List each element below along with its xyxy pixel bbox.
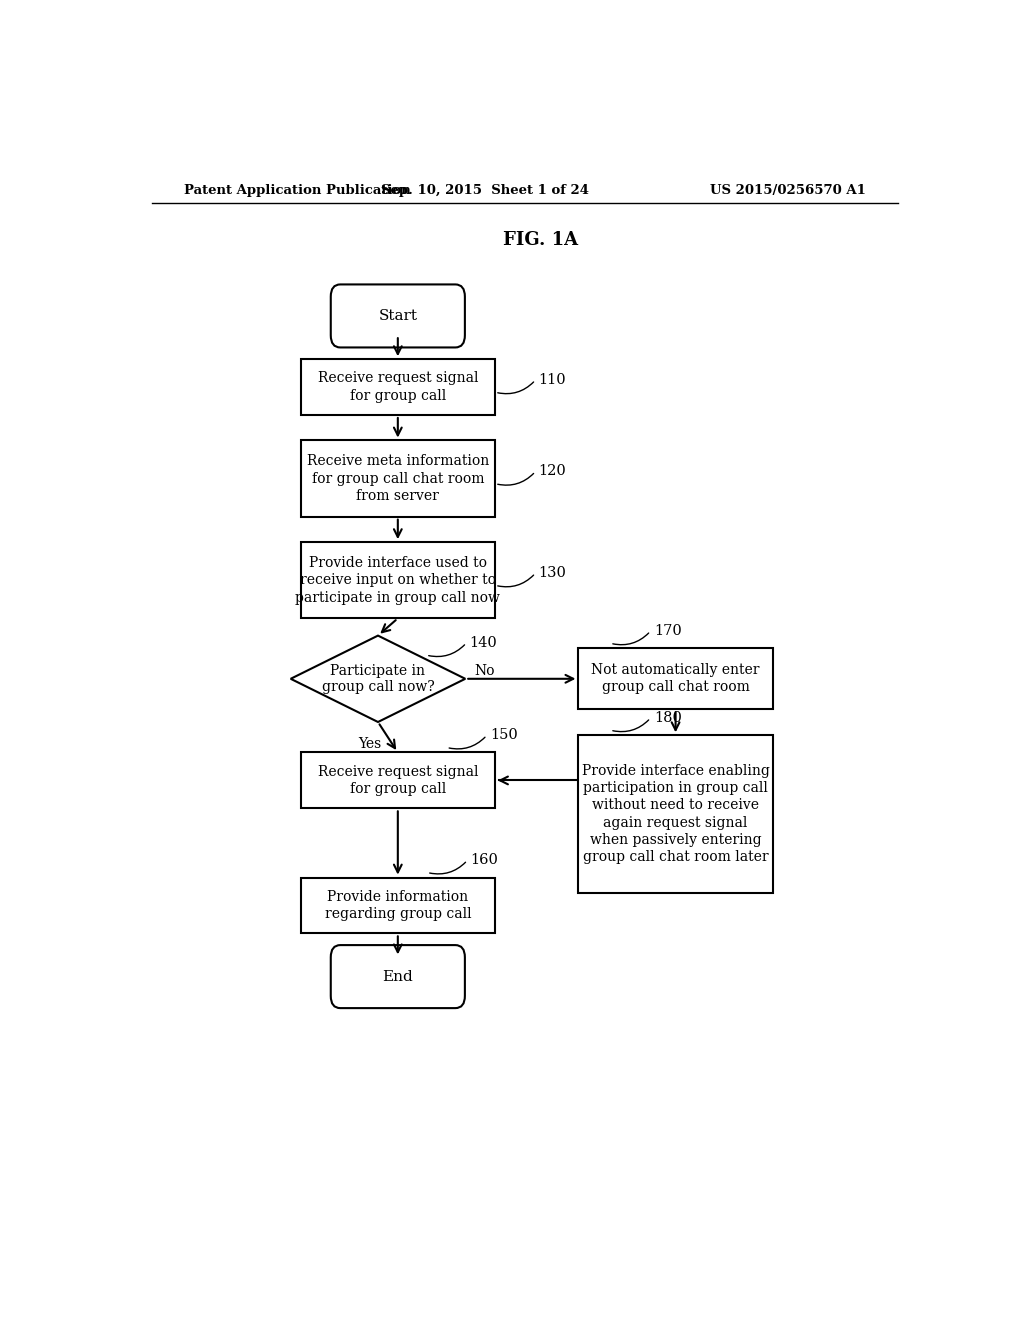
Bar: [301, 441, 495, 516]
Text: 170: 170: [653, 624, 682, 638]
Text: Receive meta information
for group call chat room
from server: Receive meta information for group call …: [307, 454, 488, 503]
Text: US 2015/0256570 A1: US 2015/0256570 A1: [711, 185, 866, 198]
Bar: [579, 735, 773, 892]
Polygon shape: [291, 636, 465, 722]
Text: 140: 140: [470, 636, 498, 649]
Text: Not automatically enter
group call chat room: Not automatically enter group call chat …: [591, 663, 760, 694]
Text: No: No: [475, 664, 496, 677]
FancyBboxPatch shape: [331, 284, 465, 347]
Text: 180: 180: [653, 711, 682, 725]
Text: Receive request signal
for group call: Receive request signal for group call: [317, 371, 478, 403]
Text: 110: 110: [539, 374, 566, 387]
Bar: [301, 752, 495, 808]
Text: 160: 160: [471, 853, 499, 867]
Text: Patent Application Publication: Patent Application Publication: [183, 185, 411, 198]
Text: 120: 120: [539, 465, 566, 478]
Text: Provide interface used to
receive input on whether to
participate in group call : Provide interface used to receive input …: [295, 556, 501, 605]
Bar: [301, 878, 495, 933]
Bar: [579, 648, 773, 709]
Text: Receive request signal
for group call: Receive request signal for group call: [317, 764, 478, 796]
FancyBboxPatch shape: [331, 945, 465, 1008]
Text: Start: Start: [378, 309, 418, 323]
Text: End: End: [382, 970, 414, 983]
Bar: [301, 359, 495, 414]
Text: FIG. 1A: FIG. 1A: [503, 231, 579, 248]
Text: Provide information
regarding group call: Provide information regarding group call: [325, 890, 471, 921]
Text: Sep. 10, 2015  Sheet 1 of 24: Sep. 10, 2015 Sheet 1 of 24: [381, 185, 589, 198]
Text: Participate in
group call now?: Participate in group call now?: [322, 664, 434, 694]
Text: Provide interface enabling
participation in group call
without need to receive
a: Provide interface enabling participation…: [582, 764, 769, 865]
Bar: [301, 543, 495, 618]
Text: Yes: Yes: [358, 738, 382, 751]
Text: 150: 150: [490, 729, 518, 742]
Text: 130: 130: [539, 566, 566, 579]
